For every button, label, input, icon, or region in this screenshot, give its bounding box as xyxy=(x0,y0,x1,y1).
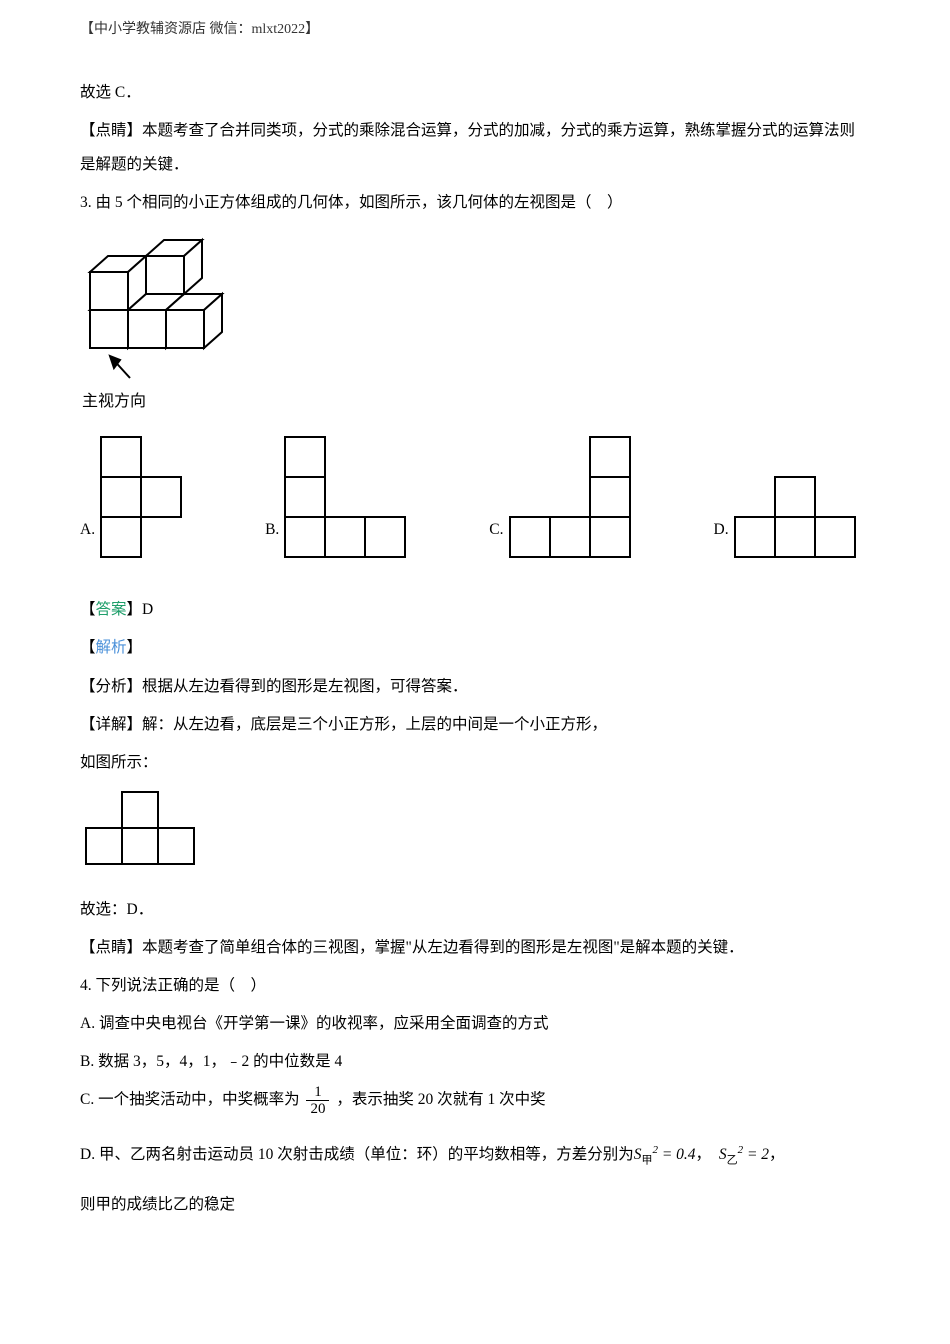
analysis-bracket-open: 【 xyxy=(80,639,96,656)
option-d: D. xyxy=(714,475,863,565)
analysis-bracket-close: 】 xyxy=(127,639,143,656)
q4d-end: ， xyxy=(769,1138,785,1172)
analysis-p2: 【详解】解：从左边看，底层是三个小正方形，上层的中间是一个小正方形， xyxy=(80,708,870,742)
analysis-label-line: 【解析】 xyxy=(80,631,870,665)
answer-label: 答案 xyxy=(96,601,127,618)
q4-option-d: D. 甲、乙两名射击运动员 10 次射击成绩（单位：环）的平均数相等，方差分别为… xyxy=(80,1138,870,1172)
option-a-label: A. xyxy=(80,521,95,565)
fraction-1-20: 1 20 xyxy=(306,1084,329,1118)
option-c-figure xyxy=(508,435,638,565)
q4d-line2: 则甲的成绩比乙的稳定 xyxy=(80,1188,870,1222)
numerator: 1 xyxy=(306,1084,329,1102)
q4-option-b: B. 数据 3，5，4，1，﹣2 的中位数是 4 xyxy=(80,1045,870,1079)
analysis-p3: 如图所示： xyxy=(80,746,870,780)
analysis-label: 解析 xyxy=(96,639,127,656)
answer-line: 【答案】D xyxy=(80,593,870,627)
analysis-p1: 【分析】根据从左边看得到的图形是左视图，可得答案． xyxy=(80,670,870,704)
question-3: 3. 由 5 个相同的小正方体组成的几何体，如图所示，该几何体的左视图是（ ） xyxy=(80,186,870,220)
answer-bracket-open: 【 xyxy=(80,601,96,618)
page-header: 【中小学教辅资源店 微信：mlxt2022】 xyxy=(80,18,870,38)
option-b-label: B. xyxy=(265,521,279,565)
dianjing-prev: 【点睛】本题考查了合并同类项，分式的乘除混合运算，分式的加减，分式的乘方运算，熟… xyxy=(80,114,870,182)
option-d-figure xyxy=(733,475,863,565)
q4d-pre: D. 甲、乙两名射击运动员 10 次射击成绩（单位：环）的平均数相等，方差分别为 xyxy=(80,1138,634,1172)
s-jia: S甲2 = 0.4 xyxy=(634,1138,696,1172)
q4d-comma1: ， xyxy=(696,1138,712,1172)
q4c-post: ，表示抽奖 20 次就有 1 次中奖 xyxy=(336,1091,545,1108)
dianjing-q3: 【点睛】本题考查了简单组合体的三视图，掌握"从左边看得到的图形是左视图"是解本题… xyxy=(80,931,870,965)
option-d-label: D. xyxy=(714,521,729,565)
view-direction-label: 主视方向 xyxy=(82,387,870,411)
answer-bracket-close: 】 xyxy=(127,601,143,618)
option-b: B. xyxy=(265,435,413,565)
cube-isometric-figure xyxy=(80,228,870,383)
question-4: 4. 下列说法正确的是（ ） xyxy=(80,969,870,1003)
denominator: 20 xyxy=(306,1101,329,1118)
option-b-figure xyxy=(283,435,413,565)
analysis-p4: 故选：D． xyxy=(80,893,870,927)
option-a-figure xyxy=(99,435,189,565)
q4c-pre: C. 一个抽奖活动中，中奖概率为 xyxy=(80,1091,300,1108)
s-yi: S乙2 = 2 xyxy=(719,1138,769,1172)
options-row: A. B. C. xyxy=(80,435,870,565)
answer-value: D xyxy=(142,601,153,618)
option-c-label: C. xyxy=(489,521,503,565)
option-c: C. xyxy=(489,435,637,565)
solution-figure xyxy=(82,790,870,875)
option-a: A. xyxy=(80,435,189,565)
conclusion-prev: 故选 C． xyxy=(80,76,870,110)
q4-option-a: A. 调查中央电视台《开学第一课》的收视率，应采用全面调查的方式 xyxy=(80,1007,870,1041)
q4-option-c: C. 一个抽奖活动中，中奖概率为 1 20 ，表示抽奖 20 次就有 1 次中奖 xyxy=(80,1083,870,1117)
